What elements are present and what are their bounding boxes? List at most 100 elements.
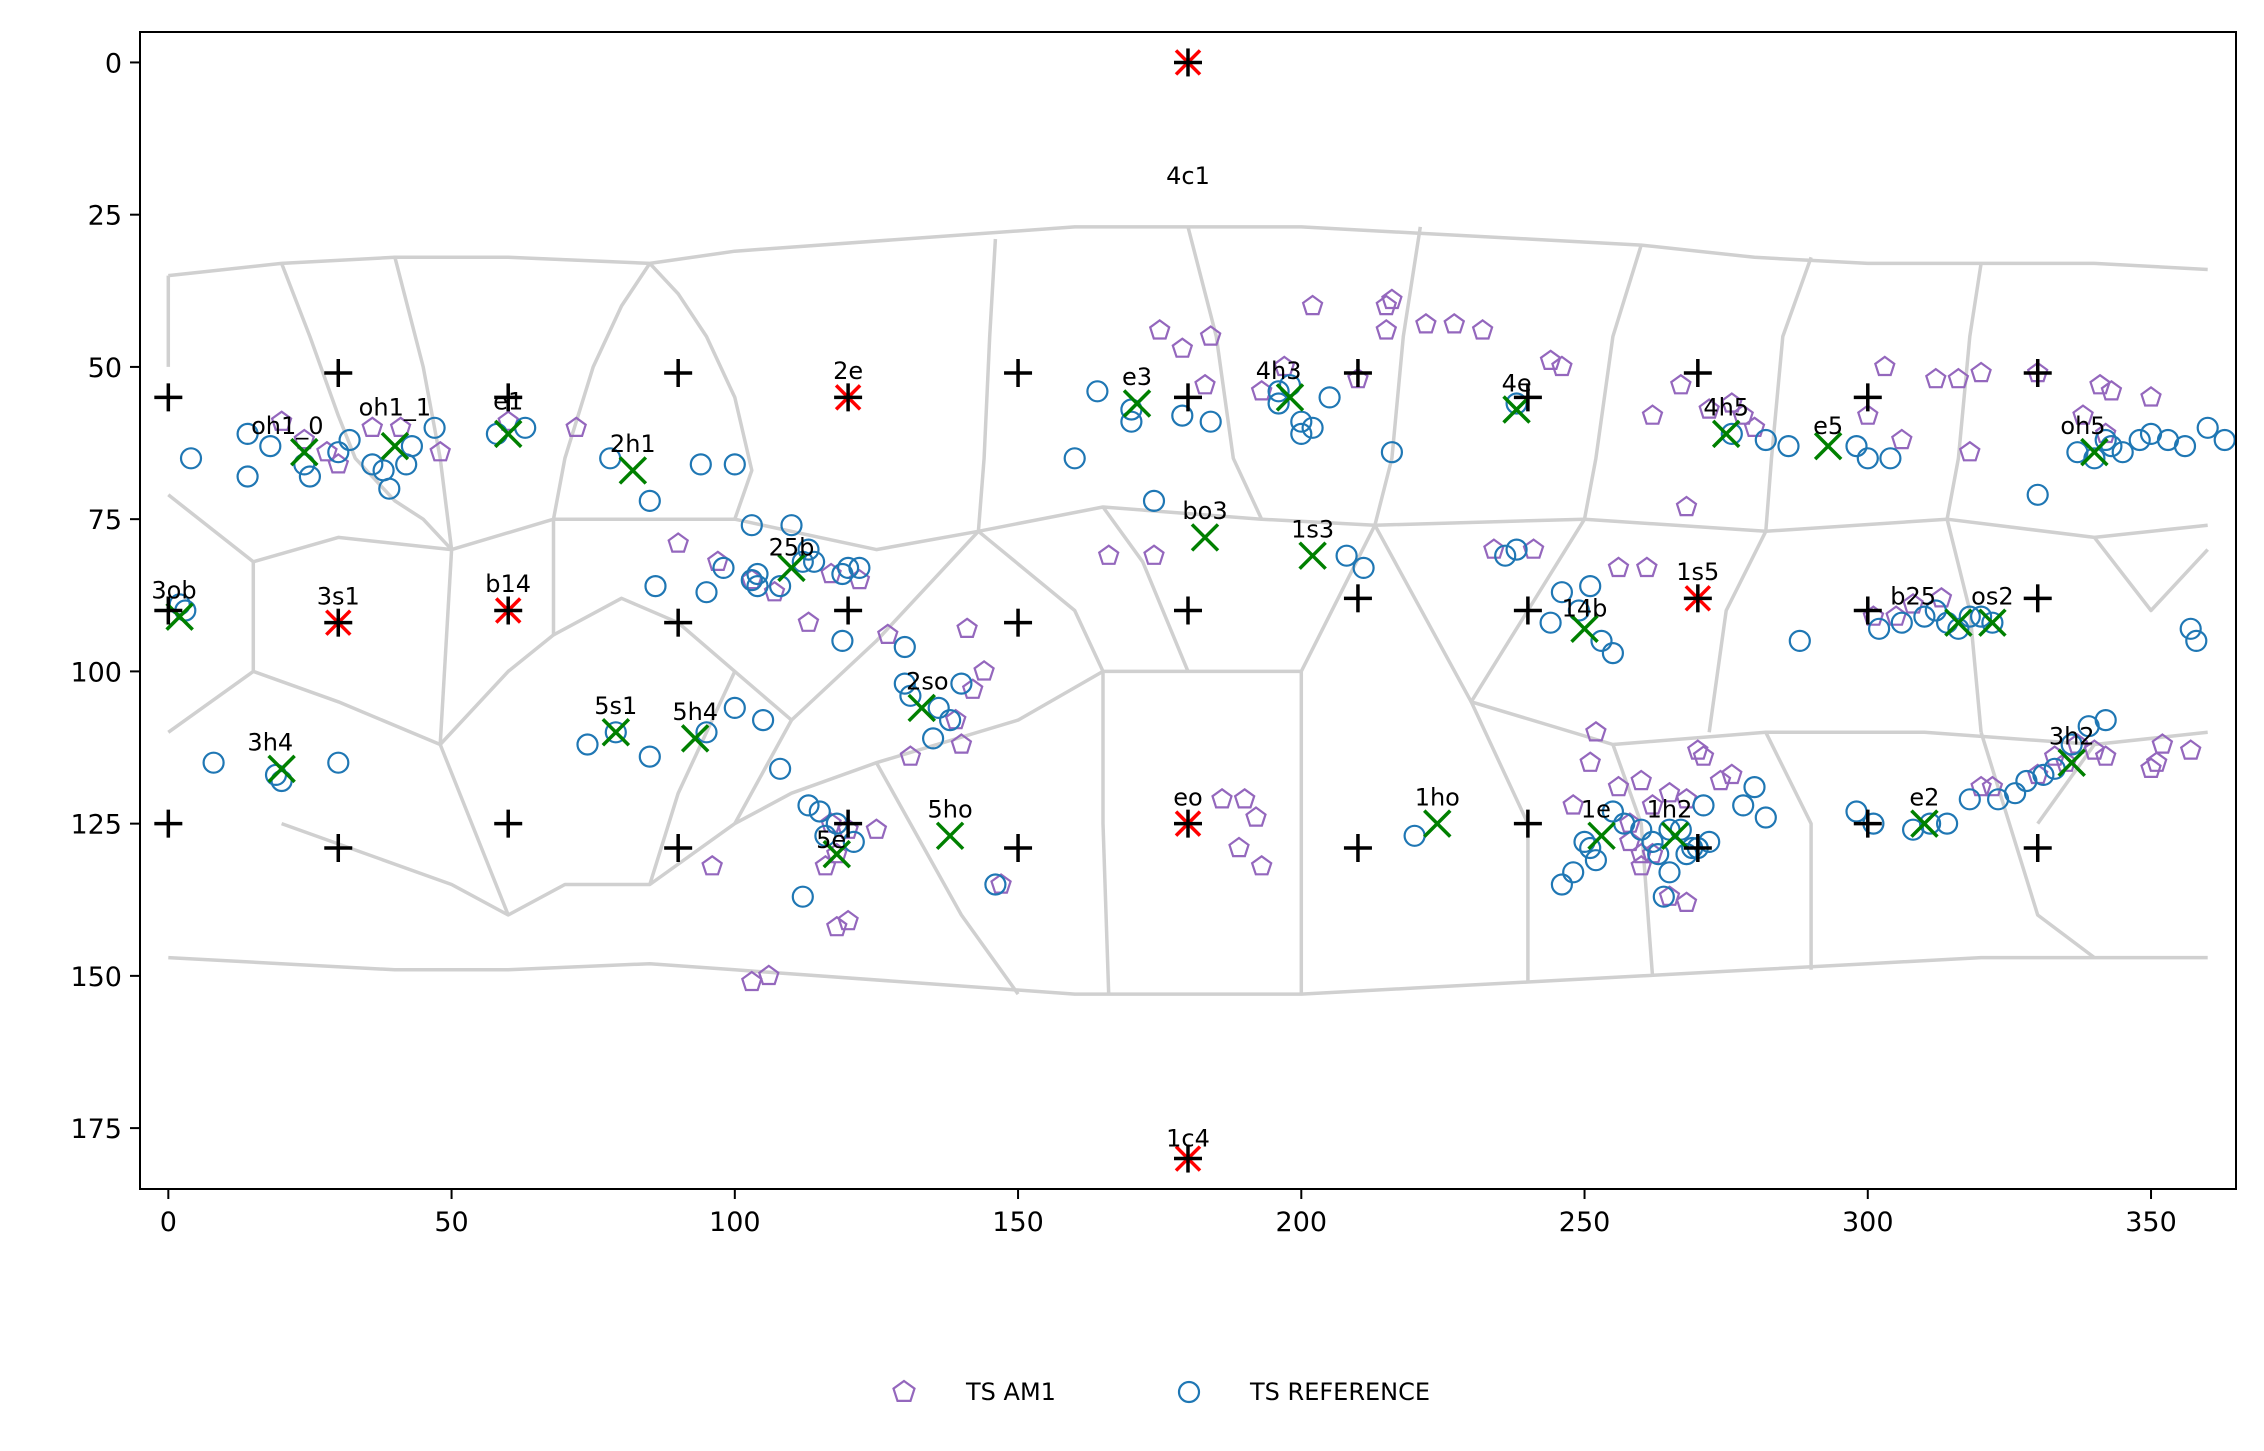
y-tick-label-25: 25 <box>88 201 122 232</box>
legend-marker-ts-reference <box>1177 1380 1201 1404</box>
minimum-cross-22 <box>1910 809 1939 838</box>
ts-reference-point-36 <box>831 629 854 653</box>
boundary-line-4 <box>393 256 454 550</box>
ts-am1-point-2 <box>316 440 338 462</box>
plus-marker-23 <box>2023 584 2052 613</box>
minimum-cross-stroke <box>290 437 319 467</box>
ts-am1-point-67 <box>1675 787 1698 809</box>
ts-reference-point-105 <box>1788 629 1811 653</box>
ts-am1-point-113 <box>1245 806 1267 827</box>
plus-marker-6 <box>1174 383 1202 412</box>
ts-am1-point-38 <box>1143 544 1165 565</box>
point-label-25b: 25b <box>769 534 815 562</box>
ts-reference-point-144 <box>2179 617 2202 640</box>
ts-am1-point-34 <box>1148 319 1171 340</box>
ts-reference-point-114 <box>1947 617 1970 640</box>
y-tick-label-75: 75 <box>88 505 122 536</box>
ts-am1-point-102 <box>2179 739 2202 760</box>
ts-reference-point-101 <box>1754 806 1777 829</box>
minimum-cross-stroke <box>1978 608 2007 637</box>
point-label-3h2: 3h2 <box>2049 723 2095 751</box>
ts-reference-point-137 <box>2111 441 2134 464</box>
ts-am1-point-9 <box>667 532 689 553</box>
ts-reference-point-134 <box>2083 447 2106 470</box>
point-label-e2: e2 <box>1909 783 1939 811</box>
y-tick-label-50: 50 <box>88 353 122 384</box>
minimum-cross-0 <box>165 602 194 631</box>
plus-marker-21 <box>1683 584 1712 613</box>
minimum-cross-3 <box>493 419 523 449</box>
ts-reference-point-129 <box>2060 733 2083 756</box>
ts-am1-point-83 <box>1947 367 1970 389</box>
ts-am1-point-87 <box>2089 373 2111 395</box>
ts-reference-point-54 <box>1086 380 1109 403</box>
ts-am1-point-71 <box>1721 763 1743 785</box>
ts-am1-point-22 <box>956 617 978 639</box>
ts-am1-point-55 <box>1579 751 1601 772</box>
plus-marker-28 <box>834 809 863 838</box>
point-label-5e: 5e <box>816 826 846 854</box>
ts-reference-point-66 <box>1318 386 1341 409</box>
boundary-line-3 <box>279 262 453 551</box>
minimum-cross-stroke <box>1570 614 1599 644</box>
ts-am1-point-3 <box>327 453 350 474</box>
ts-reference-point-12 <box>400 435 423 458</box>
plus-marker-3 <box>664 359 693 388</box>
minimum-cross-21 <box>1813 431 1843 461</box>
minimum-cross-stroke <box>907 693 936 723</box>
minimum-cross-9 <box>935 821 965 851</box>
minimum-cross-2 <box>380 431 410 461</box>
ts-reference-point-52 <box>984 873 1007 896</box>
ts-reference-point-30 <box>768 757 792 780</box>
minimum-cross-stroke <box>777 553 806 583</box>
point-label-3h4: 3h4 <box>247 729 293 757</box>
ts-reference-point-31 <box>780 514 803 537</box>
ts-am1-point-28 <box>826 915 848 937</box>
x-tick-label-0: 0 <box>160 1207 177 1238</box>
ts-reference-point-23 <box>723 696 746 720</box>
boundary-line-36 <box>2036 743 2096 825</box>
ts-reference-point-33 <box>797 538 820 561</box>
plus-marker-27 <box>664 833 693 862</box>
plus-marker-15 <box>664 608 693 637</box>
ts-reference-point-89 <box>1647 842 1670 866</box>
ts-am1-point-19 <box>961 678 984 699</box>
x-tick-label-300: 300 <box>1842 1207 1894 1238</box>
ts-reference-point-39 <box>797 794 820 817</box>
minimum-cross-stroke <box>1660 821 1690 851</box>
ts-reference-point-103 <box>1754 428 1777 452</box>
ts-reference-point-51 <box>950 672 973 695</box>
ts-reference-point-116 <box>1981 611 2004 634</box>
boundary-line-28 <box>648 670 737 886</box>
minimum-cross-stroke <box>1275 383 1305 412</box>
ts-reference-point-100 <box>1743 775 1766 799</box>
minimum-cross-5 <box>601 718 631 747</box>
ts-am1-point-8 <box>565 416 587 437</box>
ts-reference-point-94 <box>1652 885 1675 908</box>
plus-marker-4 <box>834 383 863 412</box>
ts-am1-point-47 <box>1415 312 1437 334</box>
ts-am1-point-72 <box>1641 404 1664 425</box>
plus-marker-11 <box>2023 359 2052 388</box>
ts-reference-point-117 <box>1969 605 1993 628</box>
ts-am1-point-84 <box>1958 440 1981 462</box>
ts-reference-point-67 <box>1335 544 1358 567</box>
ts-reference-point-0 <box>179 447 203 470</box>
minimum-cross-stroke <box>1813 431 1843 461</box>
ts-reference-point-48 <box>921 727 945 750</box>
minimum-cross-17 <box>1570 614 1599 644</box>
ts-reference-point-32 <box>791 550 814 573</box>
ts-reference-point-106 <box>1845 435 1868 458</box>
ts-reference-point-75 <box>1550 581 1574 604</box>
ts-am1-point-45 <box>1381 288 1403 310</box>
ts-reference-point-24 <box>740 514 763 537</box>
minimum-cross-stroke <box>1298 541 1327 570</box>
ts-reference-point-57 <box>1142 489 1166 512</box>
plus-marker-8 <box>1513 383 1542 412</box>
boundary-line-30 <box>1101 671 1111 995</box>
ts-reference-point-37 <box>836 556 860 580</box>
ts-reference-point-10 <box>378 477 401 500</box>
point-label-5h4: 5h4 <box>672 698 718 726</box>
